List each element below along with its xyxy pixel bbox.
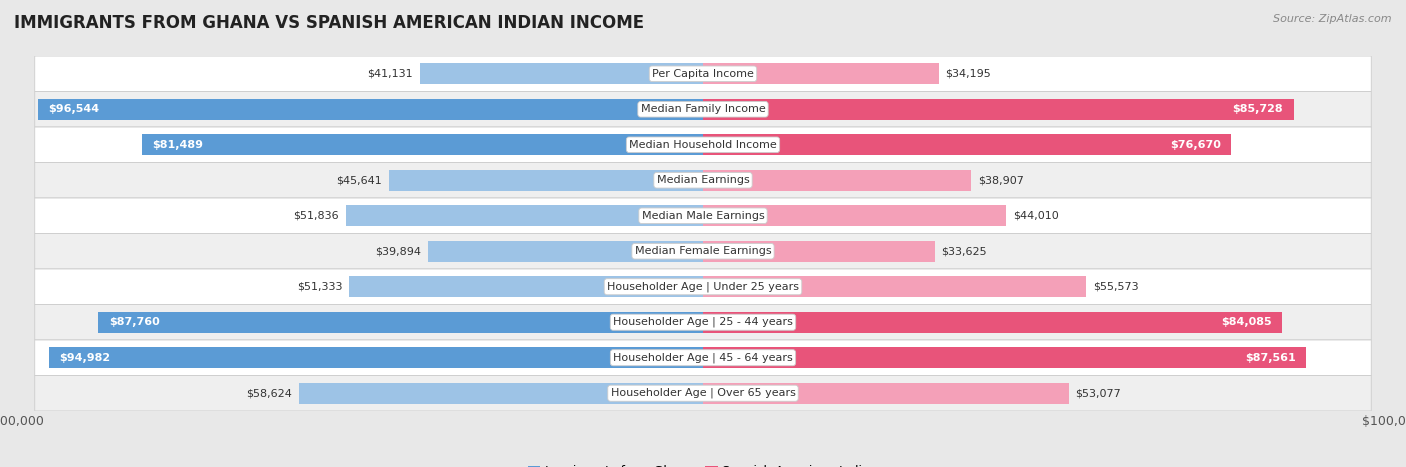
Bar [419,64,703,84]
Text: $44,010: $44,010 [1014,211,1059,221]
Bar [703,383,1069,403]
Bar [346,205,703,226]
FancyBboxPatch shape [35,56,1371,92]
Text: Per Capita Income: Per Capita Income [652,69,754,79]
Text: Median Male Earnings: Median Male Earnings [641,211,765,221]
Bar [703,276,1085,297]
Text: $53,077: $53,077 [1076,388,1122,398]
Text: $51,333: $51,333 [297,282,343,292]
Text: Source: ZipAtlas.com: Source: ZipAtlas.com [1274,14,1392,24]
Text: $33,625: $33,625 [942,246,987,256]
Text: $87,561: $87,561 [1246,353,1296,363]
Text: Householder Age | 45 - 64 years: Householder Age | 45 - 64 years [613,353,793,363]
Text: $34,195: $34,195 [945,69,991,79]
Bar [349,276,703,297]
Text: $85,728: $85,728 [1233,104,1284,114]
Bar [38,99,703,120]
Bar [49,347,703,368]
FancyBboxPatch shape [35,269,1371,304]
Text: $38,907: $38,907 [979,175,1024,185]
Bar [703,170,972,191]
Text: $41,131: $41,131 [367,69,413,79]
Text: $58,624: $58,624 [246,388,292,398]
Text: $76,670: $76,670 [1170,140,1220,150]
Text: Median Female Earnings: Median Female Earnings [634,246,772,256]
Text: $55,573: $55,573 [1092,282,1139,292]
FancyBboxPatch shape [35,127,1371,163]
Text: Median Earnings: Median Earnings [657,175,749,185]
Bar [98,312,703,333]
Text: Median Family Income: Median Family Income [641,104,765,114]
Bar [703,205,1007,226]
FancyBboxPatch shape [35,92,1371,127]
Bar [703,134,1232,155]
FancyBboxPatch shape [35,163,1371,198]
Text: Householder Age | Over 65 years: Householder Age | Over 65 years [610,388,796,398]
Bar [142,134,703,155]
Text: $51,836: $51,836 [294,211,339,221]
FancyBboxPatch shape [35,340,1371,375]
Text: $45,641: $45,641 [336,175,381,185]
Bar [429,241,703,262]
FancyBboxPatch shape [35,234,1371,269]
FancyBboxPatch shape [35,375,1371,411]
Bar [703,312,1282,333]
Text: Householder Age | Under 25 years: Householder Age | Under 25 years [607,282,799,292]
Text: $81,489: $81,489 [152,140,202,150]
Legend: Immigrants from Ghana, Spanish American Indian: Immigrants from Ghana, Spanish American … [523,460,883,467]
Text: $39,894: $39,894 [375,246,422,256]
Bar [299,383,703,403]
Bar [703,241,935,262]
Bar [703,347,1306,368]
Text: IMMIGRANTS FROM GHANA VS SPANISH AMERICAN INDIAN INCOME: IMMIGRANTS FROM GHANA VS SPANISH AMERICA… [14,14,644,32]
Bar [388,170,703,191]
FancyBboxPatch shape [35,304,1371,340]
FancyBboxPatch shape [35,198,1371,234]
Text: $87,760: $87,760 [108,317,159,327]
Text: Median Household Income: Median Household Income [628,140,778,150]
Text: $94,982: $94,982 [59,353,110,363]
Text: $96,544: $96,544 [48,104,100,114]
Bar [703,64,939,84]
Text: Householder Age | 25 - 44 years: Householder Age | 25 - 44 years [613,317,793,327]
Bar [703,99,1294,120]
Text: $84,085: $84,085 [1222,317,1272,327]
